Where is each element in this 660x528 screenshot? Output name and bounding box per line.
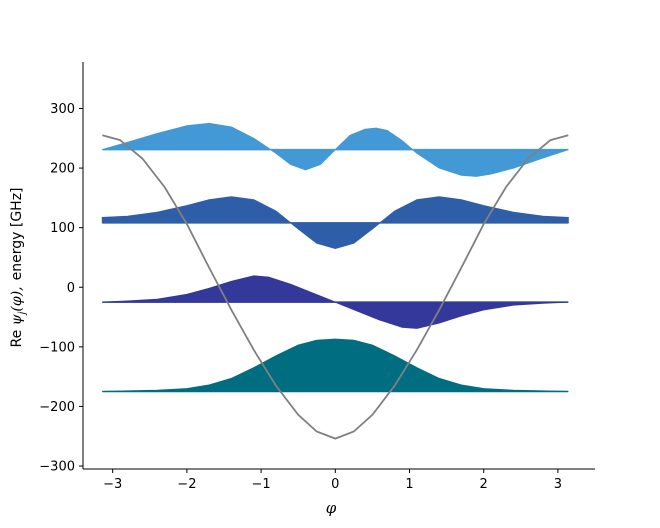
wavefunction-fill-0 [102, 338, 569, 392]
x-axis-label: φ [326, 499, 337, 517]
wavefunction-fill-1 [102, 275, 569, 329]
y-ticks: −300 −200 −100 0 100 200 300 [39, 102, 83, 475]
potential-curve [102, 134, 569, 440]
y-axis-label: Re ψj(φ), energy [GHz] [9, 187, 28, 347]
y-label-arg: (φ), [9, 286, 25, 311]
plot-area [101, 122, 569, 440]
y-label-psi: ψ [9, 313, 25, 325]
wavefunction-fill-3 [102, 122, 569, 177]
x-tick-label: 1 [405, 477, 413, 492]
y-label-rest: energy [GHz] [9, 187, 25, 280]
y-tick-label: −100 [39, 340, 75, 355]
x-tick-label: 0 [331, 477, 339, 492]
x-tick-label: 3 [554, 477, 562, 492]
x-tick-label: −3 [103, 477, 122, 492]
wavefunction-fill-2 [101, 196, 569, 250]
y-tick-label: 100 [50, 221, 75, 236]
x-tick-label: 2 [480, 477, 488, 492]
y-tick-label: −200 [39, 400, 75, 415]
y-tick-label: −300 [39, 460, 75, 475]
y-tick-label: 300 [50, 102, 75, 117]
y-tick-label: 0 [67, 281, 75, 296]
y-label-subscript: j [17, 311, 28, 316]
x-tick-label: −1 [252, 477, 271, 492]
y-tick-label: 200 [50, 162, 75, 177]
x-ticks: −3 −2 −1 0 1 2 3 [103, 469, 562, 492]
y-label-re: Re [9, 325, 25, 347]
x-tick-label: −2 [177, 477, 196, 492]
axes: −3 −2 −1 0 1 2 3 −300 −200 −100 0 100 200 300 [39, 62, 595, 492]
